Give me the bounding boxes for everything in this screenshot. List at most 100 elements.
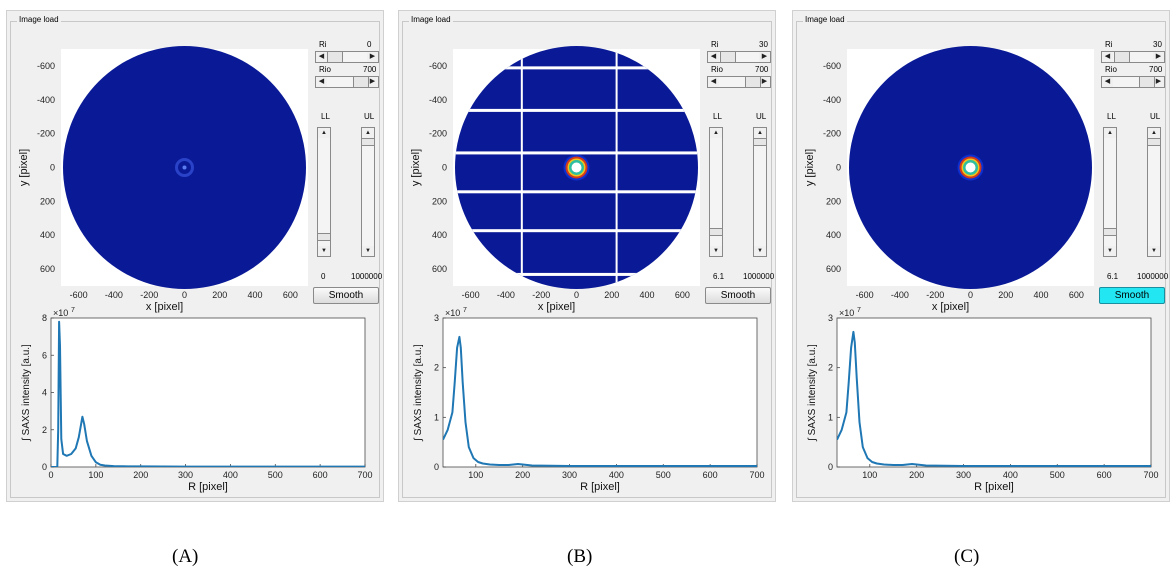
arrow-down-icon[interactable]: ▼ (1104, 246, 1116, 256)
x-tick-label: -600 (856, 290, 874, 300)
arrow-right-icon[interactable]: ▶ (1153, 77, 1164, 87)
caption-c: (C) (954, 546, 980, 567)
arrow-right-icon[interactable]: ▶ (367, 52, 378, 62)
ll-label: LL (713, 112, 722, 121)
ul-slider[interactable]: ▲ ▼ (1147, 127, 1161, 257)
arrow-up-icon[interactable]: ▲ (1104, 128, 1116, 138)
y-exponent-power: 7 (463, 307, 467, 314)
y-exponent-label: ×10 (445, 308, 460, 318)
ri-slider[interactable]: ◀ ▶ (315, 51, 379, 63)
x-tick-label: 400 (640, 290, 655, 300)
profile-y-axis-label: ∫ SAXS intensity [a.u.] (413, 344, 424, 442)
ll-slider[interactable]: ▲ ▼ (317, 127, 331, 257)
slider-thumb[interactable] (754, 138, 766, 146)
x-tick-label: 500 (268, 470, 283, 480)
arrow-left-icon[interactable]: ◀ (316, 52, 327, 62)
arrow-left-icon[interactable]: ◀ (1102, 77, 1113, 87)
smooth-button[interactable]: Smooth (705, 287, 771, 304)
image-load-group: Image load (10, 15, 380, 498)
x-tick-label: 600 (1097, 470, 1112, 480)
rio-slider[interactable]: ◀ ▶ (1101, 76, 1165, 88)
ll-slider[interactable]: ▲ ▼ (1103, 127, 1117, 257)
x-tick-label: -200 (140, 290, 158, 300)
detector-gaps (455, 49, 698, 286)
x-tick-label: 300 (178, 470, 193, 480)
slider-thumb[interactable] (720, 52, 737, 62)
x-tick-label: 600 (675, 290, 690, 300)
slider-thumb[interactable] (710, 228, 722, 236)
smooth-button[interactable]: Smooth (1099, 287, 1165, 304)
arrow-down-icon[interactable]: ▼ (710, 246, 722, 256)
arrow-up-icon[interactable]: ▲ (754, 128, 766, 138)
y-tick-label: 0 (828, 462, 833, 472)
smooth-button[interactable]: Smooth (313, 287, 379, 304)
ri-slider[interactable]: ◀ ▶ (1101, 51, 1165, 63)
slider-thumb[interactable] (1148, 138, 1160, 146)
slider-thumb[interactable] (1139, 77, 1155, 87)
slider-thumb[interactable] (1114, 52, 1131, 62)
slider-thumb[interactable] (745, 77, 761, 87)
arrow-up-icon[interactable]: ▲ (318, 128, 330, 138)
arrow-left-icon[interactable]: ◀ (1102, 52, 1113, 62)
x-tick-label: 700 (1143, 470, 1158, 480)
y-tick-label: 1 (434, 412, 439, 422)
ul-label: UL (756, 112, 767, 121)
gap-row (455, 151, 698, 155)
x-tick-label: 600 (703, 470, 718, 480)
y-exponent-label: ×10 (839, 308, 854, 318)
rio-value: 700 (1149, 65, 1163, 74)
arrow-down-icon[interactable]: ▼ (362, 246, 374, 256)
x-tick-label: 400 (248, 290, 263, 300)
arrow-right-icon[interactable]: ▶ (1153, 52, 1164, 62)
ll-slider[interactable]: ▲ ▼ (709, 127, 723, 257)
slider-thumb[interactable] (1104, 228, 1116, 236)
slider-thumb[interactable] (353, 77, 369, 87)
ul-slider[interactable]: ▲ ▼ (361, 127, 375, 257)
y-tick-label: 6 (42, 350, 47, 360)
rio-slider[interactable]: ◀ ▶ (315, 76, 379, 88)
arrow-down-icon[interactable]: ▼ (318, 246, 330, 256)
caption-b: (B) (567, 546, 593, 567)
rio-slider[interactable]: ◀ ▶ (707, 76, 771, 88)
profile-plot-area (50, 317, 366, 468)
ul-slider[interactable]: ▲ ▼ (753, 127, 767, 257)
image-x-axis-label: x [pixel] (538, 301, 575, 313)
ri-value: 30 (759, 40, 768, 49)
arrow-up-icon[interactable]: ▲ (1148, 128, 1160, 138)
arrow-left-icon[interactable]: ◀ (708, 52, 719, 62)
rio-label: Rio (319, 65, 332, 74)
arrow-down-icon[interactable]: ▼ (754, 246, 766, 256)
x-tick-label: -600 (462, 290, 480, 300)
panel-b: Image load -600 600 -400 400 -200 200 0 0 200 -20… (398, 10, 776, 502)
x-tick-label: 500 (1050, 470, 1065, 480)
rio-label: Rio (1105, 65, 1118, 74)
arrow-up-icon[interactable]: ▲ (362, 128, 374, 138)
slider-thumb[interactable] (362, 138, 374, 146)
y-tick-label: 0 (434, 462, 439, 472)
ll-value: 0 (321, 272, 326, 281)
arrow-right-icon[interactable]: ▶ (759, 52, 770, 62)
arrow-left-icon[interactable]: ◀ (708, 77, 719, 87)
arrow-right-icon[interactable]: ▶ (759, 77, 770, 87)
arrow-up-icon[interactable]: ▲ (710, 128, 722, 138)
gap-row (455, 229, 698, 233)
y-tick-label: 2 (42, 425, 47, 435)
profile-line (51, 320, 365, 467)
y-tick-label: -600 (429, 61, 447, 71)
rio-label: Rio (711, 65, 724, 74)
slider-thumb[interactable] (318, 233, 330, 241)
y-tick-label: -200 (429, 129, 447, 139)
y-tick-label: 4 (42, 388, 47, 398)
x-tick-label: -600 (70, 290, 88, 300)
ri-slider[interactable]: ◀ ▶ (707, 51, 771, 63)
y-tick-label: 600 (432, 264, 447, 274)
image-axes: -600 600 -400 400 -200 200 0 0 200 -200 400 -400 600… (18, 46, 308, 313)
arrow-left-icon[interactable]: ◀ (316, 77, 327, 87)
ul-value: 1000000 (1137, 272, 1169, 281)
slider-thumb[interactable] (327, 52, 343, 62)
arrow-down-icon[interactable]: ▼ (1148, 246, 1160, 256)
arrow-right-icon[interactable]: ▶ (367, 77, 378, 87)
y-tick-label: -200 (823, 129, 841, 139)
profile-plot-area (836, 317, 1152, 468)
profile-line (443, 335, 757, 467)
